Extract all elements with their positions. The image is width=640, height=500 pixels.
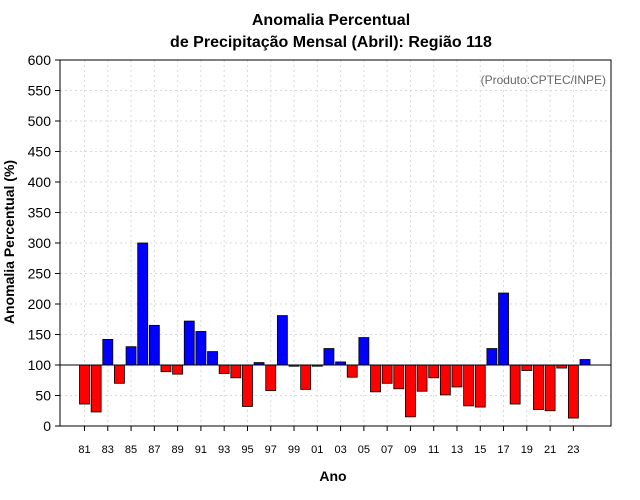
- chart-title-line1: Anomalia Percentual: [252, 12, 410, 29]
- bar-2012: [439, 364, 451, 396]
- bar-1992: [207, 351, 218, 366]
- x-tick-label: 15: [474, 444, 486, 456]
- x-tick-label: 93: [218, 444, 230, 456]
- y-tick-label: 600: [28, 52, 52, 68]
- bar-2000: [300, 364, 312, 390]
- x-tick-label: 89: [171, 444, 183, 456]
- credit-label: (Produto:CPTEC/INPE): [481, 73, 606, 87]
- x-tick-label: 13: [451, 444, 463, 456]
- y-tick-label: 250: [28, 266, 52, 282]
- bar-2006: [370, 364, 381, 393]
- bar-2024: [579, 359, 591, 366]
- bar-2004: [346, 364, 358, 378]
- bar-2007: [381, 364, 393, 384]
- bar-2021: [544, 364, 556, 412]
- bar-2015: [474, 364, 486, 408]
- bar-2014: [463, 364, 475, 407]
- bar-1997: [265, 364, 277, 392]
- bar-2010: [416, 364, 428, 392]
- bar-1984: [114, 364, 125, 384]
- y-tick-label: 0: [43, 418, 51, 434]
- y-tick-label: 300: [28, 235, 52, 251]
- y-axis: 0 50 100 150 200 250 300 350 400 450 500 550 600: [28, 52, 60, 434]
- x-tick-label: 01: [311, 444, 323, 456]
- bar-2009: [405, 364, 416, 418]
- x-tick-label: 11: [428, 444, 439, 456]
- bar-1986: [137, 242, 149, 366]
- bar-1993: [218, 364, 230, 374]
- x-tick-label: 17: [497, 444, 509, 456]
- x-tick-label: 87: [148, 444, 160, 456]
- x-tick-label: 95: [241, 444, 253, 456]
- x-tick-label: 03: [334, 444, 346, 456]
- bar-1989: [172, 364, 184, 375]
- x-tick-label: 19: [521, 444, 533, 456]
- y-tick-label: 550: [28, 83, 52, 99]
- chart-title-line2: de Precipitação Mensal (Abril): Região 1…: [170, 34, 492, 51]
- x-tick-label: 05: [358, 444, 370, 456]
- x-tick-label: 23: [567, 444, 579, 456]
- bar-2011: [428, 364, 440, 379]
- x-tick-label: 83: [102, 444, 114, 456]
- x-tick-label: 09: [404, 444, 416, 456]
- y-tick-label: 350: [28, 205, 52, 221]
- bar-2013: [451, 364, 463, 388]
- x-tick-label: 81: [78, 444, 90, 456]
- x-axis-label: Ano: [319, 468, 346, 484]
- bar-1998: [276, 315, 288, 366]
- bar-2020: [533, 364, 544, 410]
- y-tick-label: 500: [28, 113, 52, 129]
- y-tick-label: 200: [28, 296, 52, 312]
- bar-2019: [521, 364, 533, 371]
- bar-1990: [183, 320, 195, 366]
- y-tick-label: 50: [35, 388, 51, 404]
- bar-1982: [90, 364, 102, 413]
- bar-1985: [125, 346, 137, 366]
- bar-2016: [486, 348, 498, 366]
- x-tick-label: 97: [265, 444, 277, 456]
- y-tick-label: 450: [28, 144, 52, 160]
- bar-1994: [230, 364, 242, 379]
- bar-2008: [393, 364, 405, 390]
- x-tick-label: 85: [125, 444, 137, 456]
- bar-2005: [358, 337, 370, 366]
- y-tick-label: 150: [28, 327, 52, 343]
- bar-1981: [79, 364, 90, 405]
- x-tick-label: 99: [288, 444, 300, 456]
- y-axis-label: Anomalia Percentual (%): [1, 160, 17, 324]
- bar-1995: [242, 364, 253, 407]
- x-tick-label: 91: [195, 444, 207, 456]
- x-tick-label: 07: [381, 444, 393, 456]
- bar-2002: [323, 348, 335, 366]
- bar-1988: [160, 364, 172, 373]
- x-tick-label: 21: [544, 444, 556, 456]
- bar-2023: [567, 364, 579, 419]
- bar-1983: [102, 338, 114, 366]
- x-axis: 81 83 85 87 89 91 93 95 97 99 01 03 05 07 09 11 13 15 17 19…: [78, 426, 580, 456]
- bar-1987: [148, 324, 160, 366]
- y-tick-label: 400: [28, 174, 52, 190]
- y-tick-label: 100: [28, 357, 52, 373]
- bar-2018: [509, 364, 521, 405]
- bar-2017: [498, 292, 509, 366]
- bars: [79, 242, 591, 419]
- bar-1991: [195, 331, 207, 366]
